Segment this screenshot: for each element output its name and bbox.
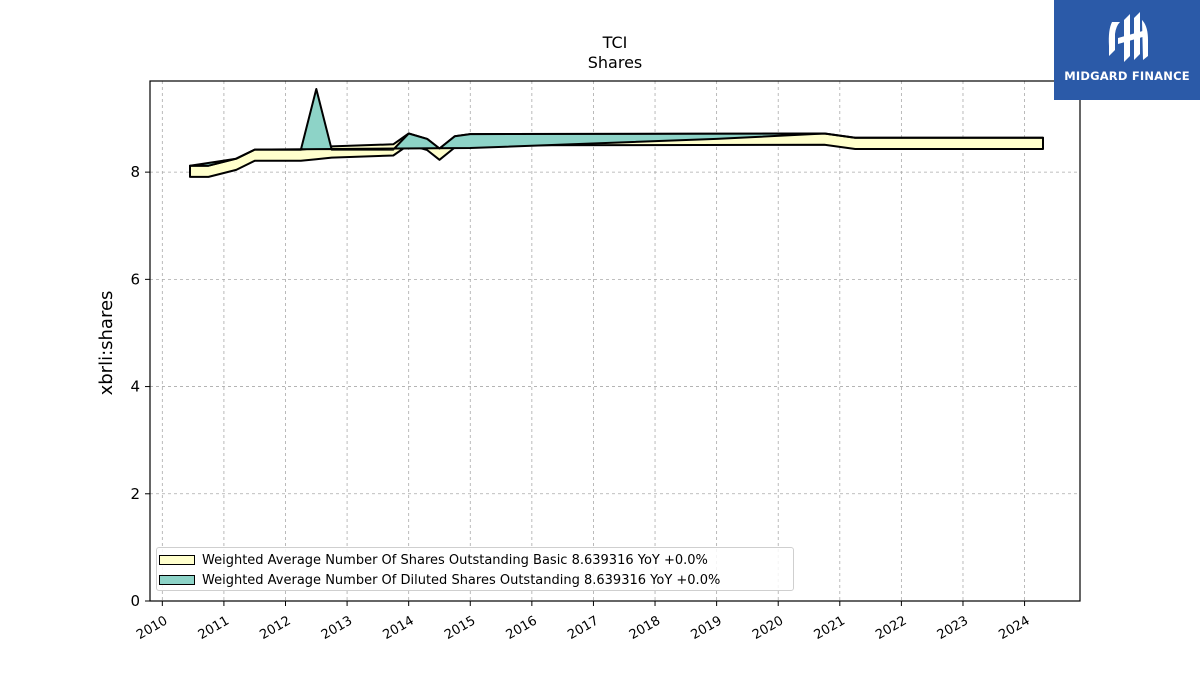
x-tick-label: 2022	[873, 613, 909, 643]
legend-swatch-diluted	[159, 575, 195, 585]
series-band-diluted	[189, 88, 1044, 167]
x-tick-label: 2023	[935, 613, 971, 643]
x-tick-label: 2019	[688, 613, 724, 643]
legend-label-diluted: Weighted Average Number Of Diluted Share…	[202, 572, 721, 588]
y-tick-label: 0	[130, 592, 140, 610]
legend-item-basic: Weighted Average Number Of Shares Outsta…	[159, 551, 708, 569]
x-tick-label: 2021	[812, 613, 848, 643]
x-tick-label: 2020	[750, 613, 786, 643]
series-areas	[189, 88, 1044, 178]
x-tick-label: 2024	[996, 613, 1032, 643]
logo-text: MIDGARD FINANCE	[1064, 69, 1190, 83]
grid-lines	[150, 81, 1080, 601]
legend-label-basic: Weighted Average Number Of Shares Outsta…	[202, 552, 708, 568]
legend-swatch-basic	[159, 555, 195, 565]
y-tick-label: 2	[130, 485, 140, 503]
midgard-finance-logo: MIDGARD FINANCE	[1054, 0, 1200, 100]
y-tick-label: 4	[130, 378, 140, 396]
x-tick-label: 2011	[196, 613, 232, 643]
plot-frame	[149, 80, 1081, 602]
y-tick-label: 6	[130, 270, 140, 288]
midgard-logo-icon	[1108, 12, 1148, 62]
x-tick-label: 2018	[627, 613, 663, 643]
x-tick-label: 2015	[442, 613, 478, 643]
y-axis-label: xbrli:shares	[96, 291, 117, 396]
x-tick-label: 2010	[134, 613, 170, 643]
legend-item-diluted: Weighted Average Number Of Diluted Share…	[159, 571, 720, 589]
x-tick-label: 2013	[319, 613, 355, 643]
x-axis: 2010 2011 2012 2013 2014 2015 2016 2017 2018 2019…	[134, 601, 1033, 643]
x-tick-label: 2017	[565, 613, 601, 643]
chart-title: TCI	[602, 33, 628, 52]
x-tick-label: 2016	[504, 613, 540, 643]
legend: Weighted Average Number Of Shares Outsta…	[156, 547, 794, 591]
y-tick-label: 8	[130, 163, 140, 181]
y-axis: 0 2 4 6 8	[130, 163, 150, 610]
x-tick-label: 2014	[381, 613, 417, 643]
x-tick-label: 2012	[257, 613, 293, 643]
chart-subtitle: Shares	[588, 53, 643, 72]
